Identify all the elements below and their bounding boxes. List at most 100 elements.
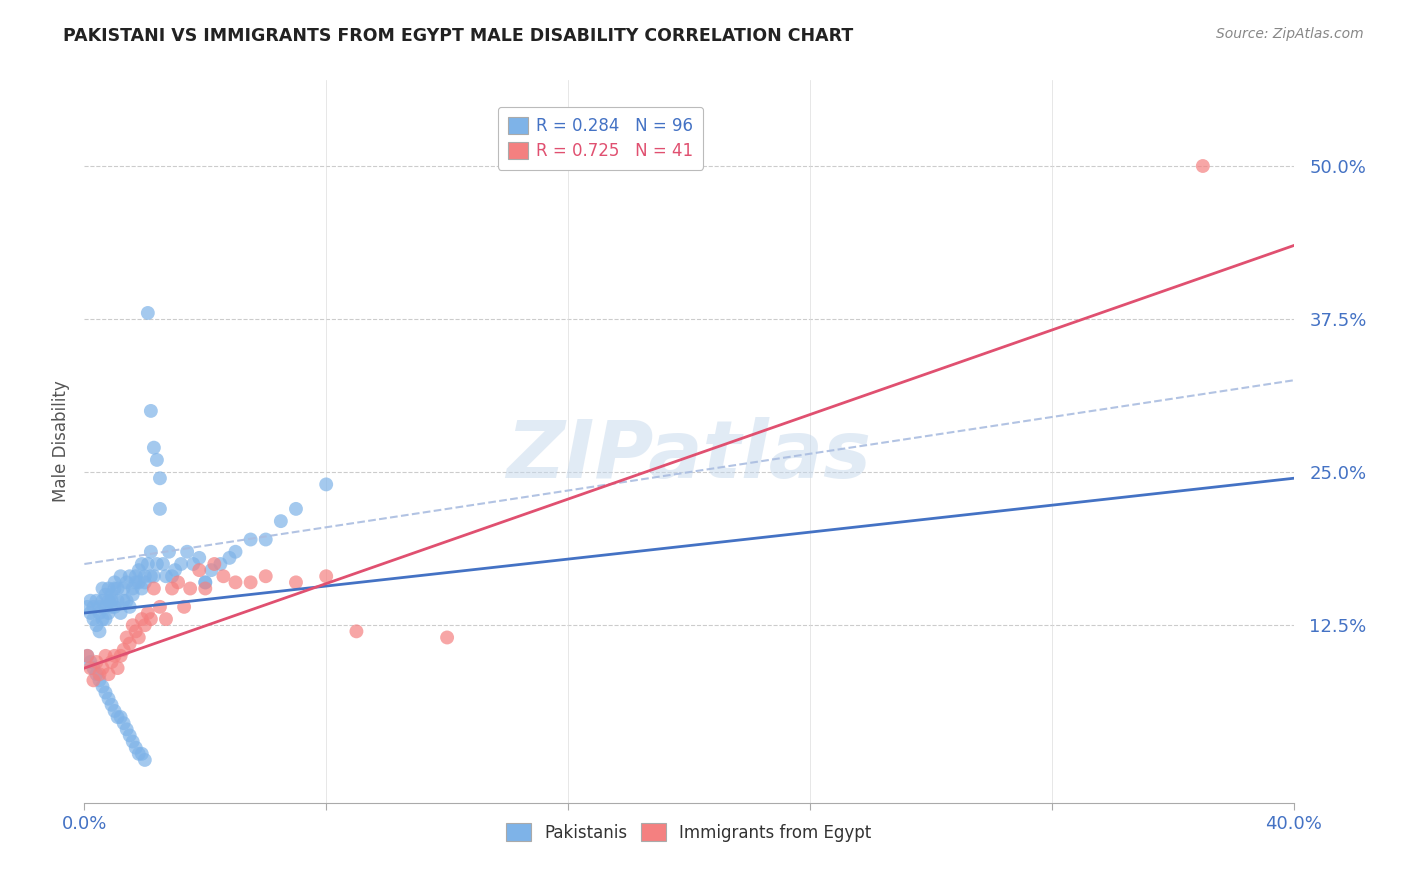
Point — [104, 648, 127, 663]
Point — [212, 569, 235, 583]
Point — [160, 582, 183, 596]
Point — [139, 612, 162, 626]
Point — [86, 655, 108, 669]
Point — [112, 593, 135, 607]
Point — [121, 618, 143, 632]
Text: ZIPatlas: ZIPatlas — [506, 417, 872, 495]
Point — [79, 593, 101, 607]
Point — [115, 631, 138, 645]
Point — [155, 612, 177, 626]
Point — [91, 661, 114, 675]
Point — [125, 624, 148, 639]
Point — [270, 514, 292, 528]
Point — [107, 710, 129, 724]
Point — [107, 593, 129, 607]
Point — [115, 723, 138, 737]
Point — [139, 404, 162, 418]
Point — [128, 575, 150, 590]
Point — [91, 593, 114, 607]
Point — [225, 575, 247, 590]
Point — [142, 569, 165, 583]
Point — [86, 667, 108, 681]
Point — [82, 673, 104, 688]
Point — [146, 453, 169, 467]
Point — [112, 716, 135, 731]
Point — [118, 728, 141, 742]
Point — [209, 557, 232, 571]
Point — [94, 599, 117, 614]
Legend: Pakistanis, Immigrants from Egypt: Pakistanis, Immigrants from Egypt — [499, 817, 879, 848]
Point — [82, 599, 104, 614]
Point — [254, 533, 277, 547]
Point — [188, 563, 211, 577]
Point — [115, 593, 138, 607]
Point — [146, 557, 169, 571]
Point — [125, 740, 148, 755]
Point — [97, 582, 120, 596]
Point — [315, 569, 337, 583]
Point — [115, 575, 138, 590]
Point — [100, 593, 122, 607]
Point — [86, 618, 108, 632]
Point — [285, 575, 308, 590]
Point — [104, 582, 127, 596]
Point — [134, 753, 156, 767]
Point — [76, 648, 98, 663]
Point — [218, 550, 240, 565]
Point — [188, 550, 211, 565]
Point — [173, 599, 195, 614]
Point — [239, 533, 262, 547]
Point — [157, 545, 180, 559]
Point — [110, 710, 132, 724]
Point — [79, 655, 101, 669]
Point — [179, 582, 201, 596]
Point — [170, 557, 193, 571]
Point — [107, 661, 129, 675]
Point — [125, 569, 148, 583]
Point — [131, 557, 153, 571]
Point — [100, 655, 122, 669]
Point — [176, 545, 198, 559]
Point — [104, 599, 127, 614]
Point — [94, 685, 117, 699]
Point — [89, 599, 111, 614]
Point — [131, 582, 153, 596]
Point — [167, 575, 190, 590]
Point — [89, 606, 111, 620]
Point — [94, 648, 117, 663]
Point — [142, 582, 165, 596]
Point — [91, 582, 114, 596]
Point — [121, 588, 143, 602]
Point — [121, 734, 143, 748]
Text: Source: ZipAtlas.com: Source: ZipAtlas.com — [1216, 27, 1364, 41]
Point — [1192, 159, 1215, 173]
Point — [89, 624, 111, 639]
Point — [194, 582, 217, 596]
Point — [76, 648, 98, 663]
Point — [131, 612, 153, 626]
Point — [97, 593, 120, 607]
Point — [118, 569, 141, 583]
Point — [97, 691, 120, 706]
Text: PAKISTANI VS IMMIGRANTS FROM EGYPT MALE DISABILITY CORRELATION CHART: PAKISTANI VS IMMIGRANTS FROM EGYPT MALE … — [63, 27, 853, 45]
Point — [100, 588, 122, 602]
Point — [136, 557, 159, 571]
Point — [139, 545, 162, 559]
Point — [254, 569, 277, 583]
Point — [100, 698, 122, 712]
Point — [79, 661, 101, 675]
Point — [89, 667, 111, 681]
Point — [239, 575, 262, 590]
Point — [181, 557, 204, 571]
Point — [436, 631, 458, 645]
Point — [136, 606, 159, 620]
Point — [94, 588, 117, 602]
Point — [165, 563, 187, 577]
Point — [134, 569, 156, 583]
Point — [225, 545, 247, 559]
Point — [155, 569, 177, 583]
Point — [86, 593, 108, 607]
Y-axis label: Male Disability: Male Disability — [52, 381, 70, 502]
Point — [97, 667, 120, 681]
Point — [91, 612, 114, 626]
